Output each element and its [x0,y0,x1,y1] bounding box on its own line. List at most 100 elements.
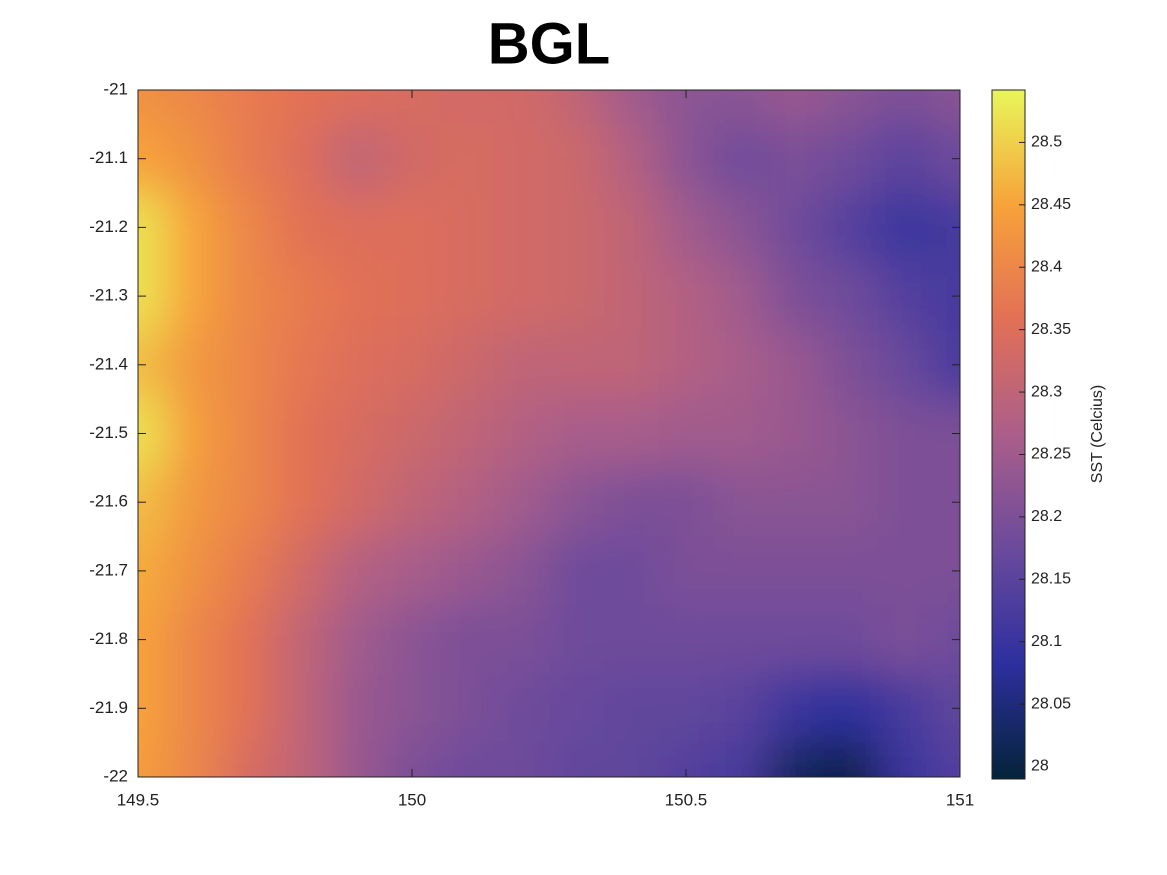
y-tick-label: -21.3 [89,286,128,305]
heat-cell [603,124,660,195]
heat-cell [768,399,824,469]
heat-cell [275,124,331,195]
heat-cell [768,261,824,332]
colorbar-tick-label: 28.1 [1031,633,1062,650]
heat-cell [138,742,167,777]
heat-cell [275,261,331,332]
heat-cell [329,124,386,195]
heat-cell [220,90,276,126]
heat-cell [932,467,960,538]
y-tick-label: -21.8 [89,629,128,648]
heat-cell [384,536,441,607]
heat-cell [384,605,441,675]
heat-cell [439,467,496,538]
heat-cell [165,261,222,332]
heat-cell [275,742,331,777]
heat-cell [494,330,550,401]
heat-cell [713,467,770,538]
y-tick-label: -21 [103,79,128,98]
heat-cell [494,399,550,469]
heat-cell [658,467,715,538]
heat-cell [494,605,550,675]
heat-cell [768,124,824,195]
heat-cell [877,605,934,675]
heat-cell [220,193,276,263]
heat-cell [439,605,496,675]
heat-cell [165,399,222,469]
heat-cell [329,90,386,126]
heat-cell [275,90,331,126]
heat-cell [713,261,770,332]
heat-cell [275,193,331,263]
heat-cell [658,90,715,126]
colorbar-tick-label: 28.35 [1031,321,1071,338]
heat-cell [220,536,276,607]
heat-cell [823,467,879,538]
heat-cell [494,90,550,126]
x-tick-label: 151 [946,790,974,809]
heat-cell [823,673,879,744]
colorbar-tick-label: 28.3 [1031,383,1062,400]
heat-cell [220,742,276,777]
heat-cell [549,124,605,195]
heat-cell [329,673,386,744]
colorbar-tick-label: 28.15 [1031,571,1071,588]
heat-cell [220,261,276,332]
heat-cell [768,605,824,675]
heat-cell [549,193,605,263]
heat-cell [384,467,441,538]
heat-cell [439,742,496,777]
heat-cell [713,90,770,126]
heat-cell [768,536,824,607]
heat-cell [603,261,660,332]
colorbar-tick-label: 28 [1031,758,1049,775]
heat-cell [603,330,660,401]
heat-cell [275,605,331,675]
heat-cell [329,605,386,675]
heat-cell [658,124,715,195]
heat-cell [603,605,660,675]
y-tick-label: -21.2 [89,217,128,236]
heat-cell [713,742,770,777]
heat-cell [165,124,222,195]
heat-cell [877,399,934,469]
heat-cell [713,605,770,675]
heat-cell [439,124,496,195]
heat-cell [220,124,276,195]
heat-cell [138,330,167,401]
y-tick-label: -21.5 [89,423,128,442]
heat-cell [932,330,960,401]
heat-cell [823,330,879,401]
heat-cell [275,330,331,401]
heat-cell [494,673,550,744]
heat-cell [384,124,441,195]
heat-cell [384,193,441,263]
heat-cell [549,399,605,469]
heat-cell [603,536,660,607]
heat-cell [713,673,770,744]
colorbar-label: SST (Celcius) [1089,385,1106,483]
heat-cell [384,399,441,469]
heat-cell [603,673,660,744]
heat-cell [549,536,605,607]
heat-cell [877,536,934,607]
heat-cell [549,90,605,126]
heat-cell [713,193,770,263]
heat-cell [658,261,715,332]
heat-cell [877,124,934,195]
heat-cell [220,467,276,538]
heat-cell [494,193,550,263]
heat-cell [329,193,386,263]
heat-cell [877,673,934,744]
heat-cell [275,399,331,469]
heat-cell [439,399,496,469]
colorbar [991,89,1026,780]
heat-cell [713,399,770,469]
heat-cell [165,605,222,675]
heat-cell [220,605,276,675]
heat-cell [220,673,276,744]
heat-cell [220,399,276,469]
y-tick-label: -21.6 [89,492,128,511]
heat-cell [877,742,934,777]
